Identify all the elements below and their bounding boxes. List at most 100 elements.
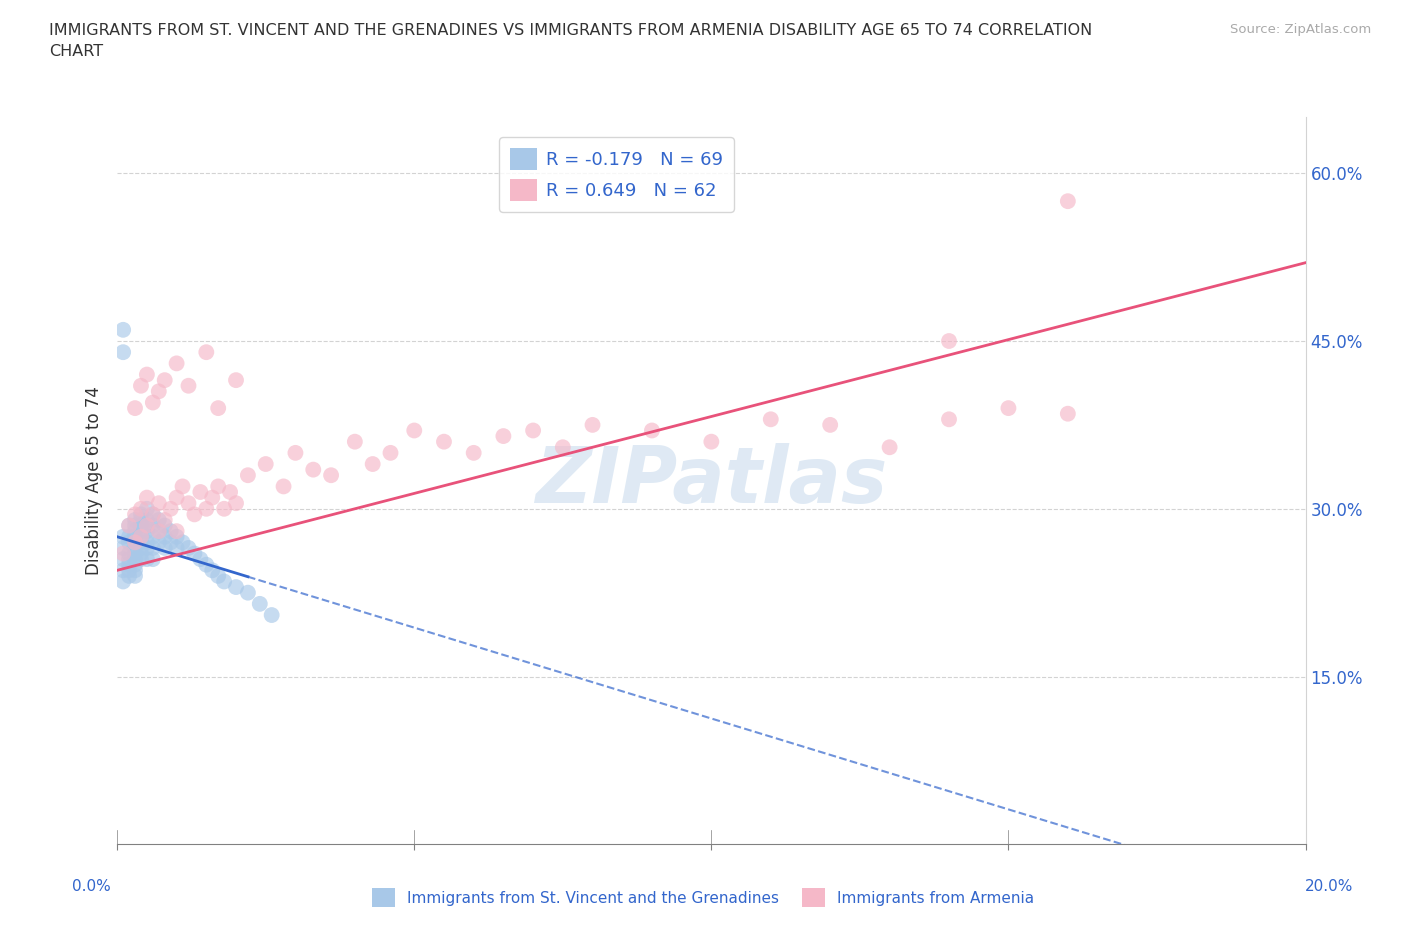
Point <box>129 507 152 522</box>
Point <box>142 395 165 410</box>
Legend: R = -0.179   N = 69, R = 0.649   N = 62: R = -0.179 N = 69, R = 0.649 N = 62 <box>499 138 734 212</box>
Point <box>201 563 224 578</box>
Point <box>129 540 152 555</box>
Point <box>124 401 146 416</box>
Point <box>129 529 152 544</box>
Point <box>207 479 229 494</box>
Point <box>254 457 277 472</box>
Point <box>112 529 135 544</box>
Point <box>142 518 165 533</box>
Point <box>361 457 384 472</box>
Point <box>166 524 188 538</box>
Point <box>153 518 176 533</box>
Point <box>641 423 664 438</box>
Point <box>118 551 141 566</box>
Point <box>183 546 205 561</box>
Point <box>129 379 152 393</box>
Point <box>118 563 141 578</box>
Point <box>129 501 152 516</box>
Point <box>581 418 603 432</box>
Y-axis label: Disability Age 65 to 74: Disability Age 65 to 74 <box>86 386 103 576</box>
Point <box>212 574 235 589</box>
Point <box>195 557 218 572</box>
Point <box>997 401 1019 416</box>
Text: Source: ZipAtlas.com: Source: ZipAtlas.com <box>1230 23 1371 36</box>
Point <box>492 429 515 444</box>
Point <box>319 468 342 483</box>
Point <box>112 563 135 578</box>
Point <box>124 551 146 566</box>
Point <box>249 596 271 611</box>
Point <box>129 546 152 561</box>
Point <box>219 485 242 499</box>
Point <box>153 529 176 544</box>
Text: 20.0%: 20.0% <box>1305 879 1353 894</box>
Point <box>177 496 200 511</box>
Point <box>124 568 146 583</box>
Point <box>172 479 194 494</box>
Point <box>759 412 782 427</box>
Point <box>463 445 485 460</box>
Point <box>380 445 402 460</box>
Point <box>225 496 247 511</box>
Point <box>112 574 135 589</box>
Point <box>124 524 146 538</box>
Point <box>118 529 141 544</box>
Point <box>195 501 218 516</box>
Point <box>273 479 295 494</box>
Text: IMMIGRANTS FROM ST. VINCENT AND THE GRENADINES VS IMMIGRANTS FROM ARMENIA DISABI: IMMIGRANTS FROM ST. VINCENT AND THE GREN… <box>49 23 1092 60</box>
Point <box>124 557 146 572</box>
Point <box>166 540 188 555</box>
Point <box>112 546 135 561</box>
Point <box>118 568 141 583</box>
Point <box>183 507 205 522</box>
Point <box>1056 193 1078 208</box>
Point <box>124 512 146 527</box>
Point <box>148 524 170 538</box>
Point <box>236 585 259 600</box>
Point <box>938 334 960 349</box>
Point <box>551 440 574 455</box>
Point <box>135 540 157 555</box>
Point <box>112 540 135 555</box>
Point <box>190 485 212 499</box>
Point <box>129 529 152 544</box>
Point <box>135 518 157 533</box>
Point <box>207 568 229 583</box>
Point <box>135 535 157 550</box>
Point <box>129 512 152 527</box>
Point <box>124 535 146 550</box>
Point <box>124 535 146 550</box>
Point <box>153 512 176 527</box>
Point <box>260 607 283 622</box>
Point <box>166 356 188 371</box>
Point <box>148 496 170 511</box>
Point <box>142 507 165 522</box>
Point <box>177 540 200 555</box>
Point <box>112 323 135 338</box>
Point <box>135 512 157 527</box>
Point <box>118 557 141 572</box>
Point <box>129 518 152 533</box>
Point <box>112 345 135 360</box>
Point <box>129 524 152 538</box>
Point <box>118 518 141 533</box>
Point <box>124 518 146 533</box>
Point <box>124 540 146 555</box>
Point <box>112 551 135 566</box>
Point <box>129 535 152 550</box>
Point <box>207 401 229 416</box>
Point <box>201 490 224 505</box>
Point <box>302 462 325 477</box>
Point <box>284 445 307 460</box>
Legend: Immigrants from St. Vincent and the Grenadines, Immigrants from Armenia: Immigrants from St. Vincent and the Gren… <box>366 883 1040 913</box>
Point <box>159 535 181 550</box>
Point <box>225 373 247 388</box>
Point <box>135 367 157 382</box>
Point <box>225 579 247 594</box>
Point <box>153 540 176 555</box>
Point <box>135 524 157 538</box>
Point <box>153 373 176 388</box>
Point <box>124 507 146 522</box>
Point <box>172 535 194 550</box>
